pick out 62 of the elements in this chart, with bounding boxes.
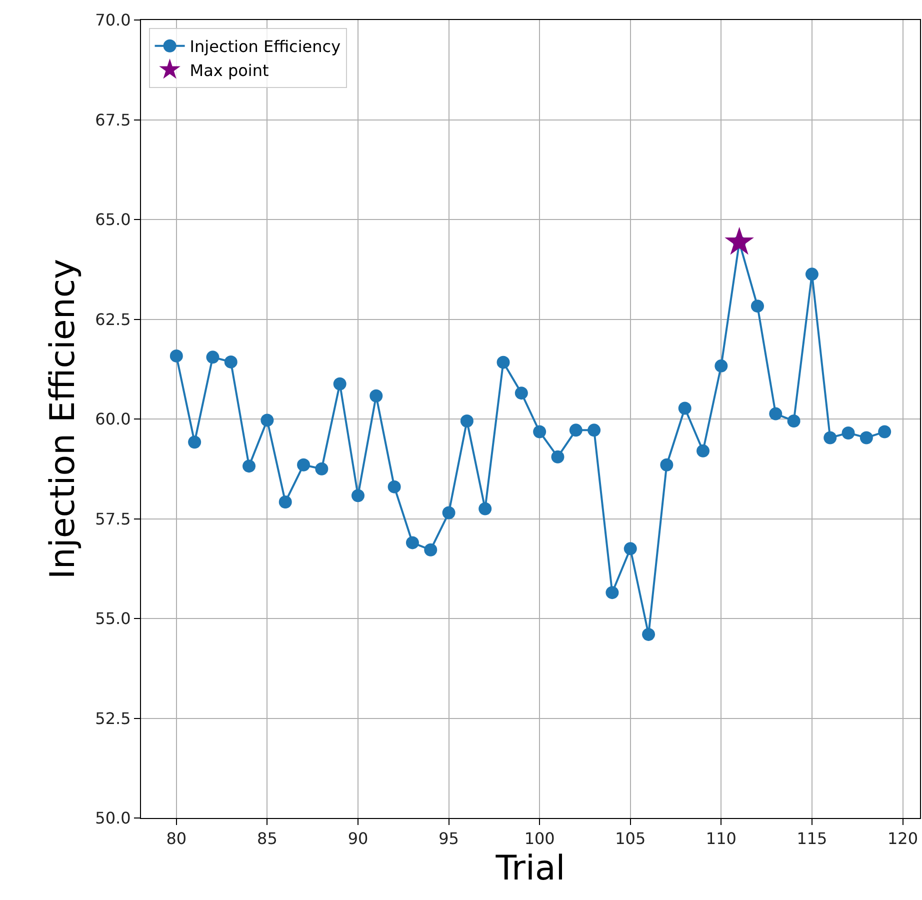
point xyxy=(478,502,492,516)
point xyxy=(297,458,310,472)
y-tick-label: 65.0 xyxy=(95,210,131,230)
legend-label: Injection Efficiency xyxy=(190,37,341,56)
point xyxy=(206,350,220,364)
point xyxy=(333,377,346,390)
point xyxy=(678,402,692,415)
point xyxy=(278,495,292,508)
point xyxy=(769,407,782,420)
x-tick-label: 100 xyxy=(524,829,555,848)
point xyxy=(624,542,637,556)
point xyxy=(533,425,546,438)
point xyxy=(787,414,800,428)
point xyxy=(696,444,710,458)
x-tick-label: 90 xyxy=(348,829,368,848)
point xyxy=(370,389,383,402)
point xyxy=(514,386,528,400)
point xyxy=(315,462,328,476)
point xyxy=(188,436,202,449)
point xyxy=(805,268,818,281)
y-tick-label: 62.5 xyxy=(95,310,131,329)
point xyxy=(878,425,892,438)
point xyxy=(606,586,619,600)
point xyxy=(388,480,401,494)
point xyxy=(242,460,256,473)
point xyxy=(496,356,510,369)
point xyxy=(460,414,474,428)
point xyxy=(750,300,764,313)
point xyxy=(860,431,873,444)
point xyxy=(588,424,601,437)
point xyxy=(842,426,855,440)
point xyxy=(642,628,656,641)
legend-label: Max point xyxy=(190,60,269,80)
point xyxy=(260,414,274,427)
y-tick-label: 67.5 xyxy=(95,110,131,130)
point xyxy=(660,458,674,472)
point xyxy=(170,349,183,362)
x-tick-label: 115 xyxy=(796,829,828,848)
point xyxy=(406,536,419,550)
point xyxy=(824,431,837,444)
point xyxy=(424,543,438,556)
point xyxy=(551,450,564,464)
x-tick-label: 110 xyxy=(706,829,736,848)
y-tick-label: 60.0 xyxy=(95,410,131,429)
point xyxy=(224,355,238,368)
x-tick-label: 85 xyxy=(257,829,278,848)
y-tick-label: 57.5 xyxy=(95,509,131,528)
point xyxy=(569,424,582,437)
x-tick-label: 105 xyxy=(615,829,646,848)
point xyxy=(714,359,728,372)
x-tick-label: 95 xyxy=(438,829,459,848)
y-tick-label: 55.0 xyxy=(95,609,131,628)
point xyxy=(724,226,754,255)
point xyxy=(442,506,456,520)
point xyxy=(351,489,364,502)
x-tick-label: 120 xyxy=(887,829,918,848)
y-tick-label: 52.5 xyxy=(95,708,131,728)
y-tick-label: 50.0 xyxy=(95,808,131,828)
x-tick-label: 80 xyxy=(166,829,187,848)
y-axis-title: Injection Efficiency xyxy=(42,258,83,580)
x-axis-title: Trial xyxy=(494,848,566,888)
y-tick-label: 70.0 xyxy=(95,10,131,30)
